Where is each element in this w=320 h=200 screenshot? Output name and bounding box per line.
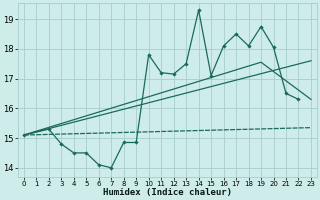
X-axis label: Humidex (Indice chaleur): Humidex (Indice chaleur) — [103, 188, 232, 197]
